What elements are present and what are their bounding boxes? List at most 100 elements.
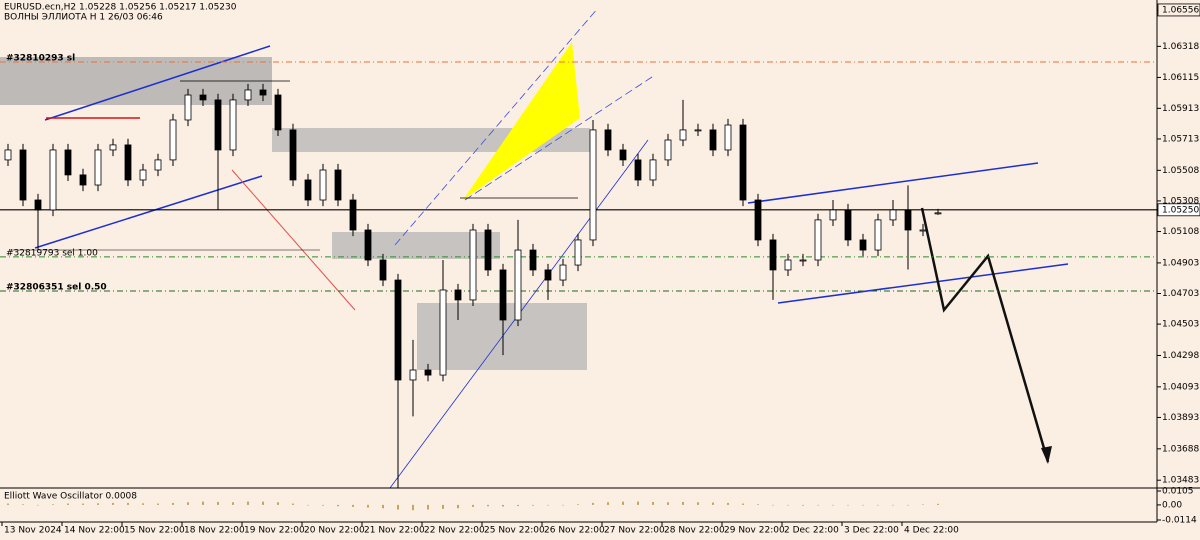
osc-bar: [787, 504, 789, 506]
osc-bar: [397, 504, 399, 510]
osc-bar: [562, 504, 564, 506]
osc-bar: [742, 503, 744, 505]
x-tick-label: 2 Dec 22:00: [784, 526, 839, 536]
candle-body: [409, 369, 417, 381]
x-tick-label: 26 Nov 22:00: [544, 526, 605, 536]
x-tick-label: 22 Nov 22:00: [424, 526, 485, 536]
candle-body: [709, 129, 717, 151]
osc-bar: [712, 502, 714, 505]
candle-body: [754, 199, 762, 241]
osc-bar: [607, 502, 609, 505]
candle-body: [844, 209, 852, 241]
osc-bar: [802, 504, 804, 506]
osc-bar: [352, 504, 354, 507]
osc-bar: [157, 503, 159, 505]
candle-body: [649, 159, 657, 181]
order-label: #32810293 sl: [6, 53, 75, 63]
y-tick-label: 1.05250: [1162, 205, 1199, 215]
trendline: [394, 7, 599, 246]
red-line: [231, 169, 356, 311]
y-tick-label: 1.05308: [1162, 196, 1199, 206]
osc-bar: [907, 504, 909, 506]
x-tick-label: 18 Nov 22:00: [184, 526, 245, 536]
osc-bar: [682, 501, 684, 505]
candle-body: [904, 209, 912, 231]
osc-bar: [22, 504, 24, 505]
osc-bar: [127, 502, 129, 505]
candle-body: [484, 229, 492, 271]
candle-body: [4, 149, 12, 161]
candle-body: [244, 89, 252, 101]
trendline: [34, 175, 263, 249]
osc-bar: [472, 504, 474, 507]
candle-body: [424, 369, 432, 376]
osc-bar: [442, 504, 444, 509]
osc-bar: [217, 501, 219, 505]
osc-bar: [142, 503, 144, 505]
osc-bar: [202, 501, 204, 505]
osc-bar: [277, 502, 279, 505]
osc-bar: [382, 504, 384, 509]
candle-body: [919, 229, 927, 232]
osc-bar: [667, 502, 669, 505]
osc-bar: [82, 503, 84, 505]
candle-body: [94, 149, 102, 186]
osc-bar: [697, 502, 699, 505]
osc-bar: [862, 504, 864, 506]
osc-bar: [292, 503, 294, 505]
osc-bar: [532, 504, 534, 506]
osc-bar: [547, 504, 549, 506]
candle-body: [214, 99, 222, 151]
candle-body: [574, 239, 582, 266]
candle-body: [799, 259, 807, 262]
candle-body: [934, 212, 942, 215]
y-tick-label: 1.04703: [1162, 289, 1199, 299]
candle-body: [259, 89, 267, 96]
y-tick-label: 1.05108: [1162, 227, 1199, 237]
osc-bar: [622, 501, 624, 505]
osc-bar: [427, 504, 429, 510]
candle-body: [724, 124, 732, 151]
price-box: [1157, 203, 1200, 217]
candle-body: [514, 249, 522, 321]
y-tick-label: 1.06115: [1162, 73, 1199, 83]
candle-body: [184, 94, 192, 121]
y-tick-label: 1.06556: [1162, 5, 1199, 15]
osc-bar: [112, 502, 114, 505]
candle-body: [154, 159, 162, 171]
osc-bar: [7, 503, 9, 505]
y-tick-label: 1.04093: [1162, 382, 1199, 392]
osc-bar: [877, 504, 879, 506]
y-tick-label: 1.05913: [1162, 104, 1199, 114]
candle-body: [439, 289, 447, 376]
candle-body: [859, 239, 867, 251]
y-tick-label: 1.04298: [1162, 351, 1199, 361]
y-tick-label: 1.04903: [1162, 258, 1199, 268]
osc-bar: [577, 504, 579, 505]
y-tick-label: 1.03688: [1162, 444, 1199, 454]
candle-body: [814, 219, 822, 261]
x-tick-label: 29 Nov 22:00: [724, 526, 785, 536]
x-tick-label: 28 Nov 22:00: [664, 526, 725, 536]
osc-bar: [922, 504, 924, 506]
triangle: [463, 42, 580, 200]
candle-body: [634, 159, 642, 181]
osc-tick-label: -0.0114: [1162, 516, 1197, 526]
osc-bar: [652, 501, 654, 505]
x-tick-label: 21 Nov 22:00: [364, 526, 425, 536]
osc-bar: [322, 504, 324, 506]
osc-bar: [172, 502, 174, 505]
osc-bar: [307, 504, 309, 506]
osc-bar: [187, 502, 189, 505]
osc-bar: [637, 501, 639, 505]
x-tick-label: 4 Dec 22:00: [904, 526, 959, 536]
candle-body: [769, 239, 777, 271]
osc-bar: [337, 504, 339, 507]
chart-title: EURUSD.ecn,H2 1.05228 1.05256 1.05217 1.…: [4, 3, 237, 13]
osc-bar: [97, 503, 99, 505]
osc-bar: [937, 503, 939, 505]
x-tick-label: 14 Nov 22:00: [64, 526, 125, 536]
y-tick-label: 1.05508: [1162, 166, 1199, 176]
channel-line: [747, 162, 1039, 204]
